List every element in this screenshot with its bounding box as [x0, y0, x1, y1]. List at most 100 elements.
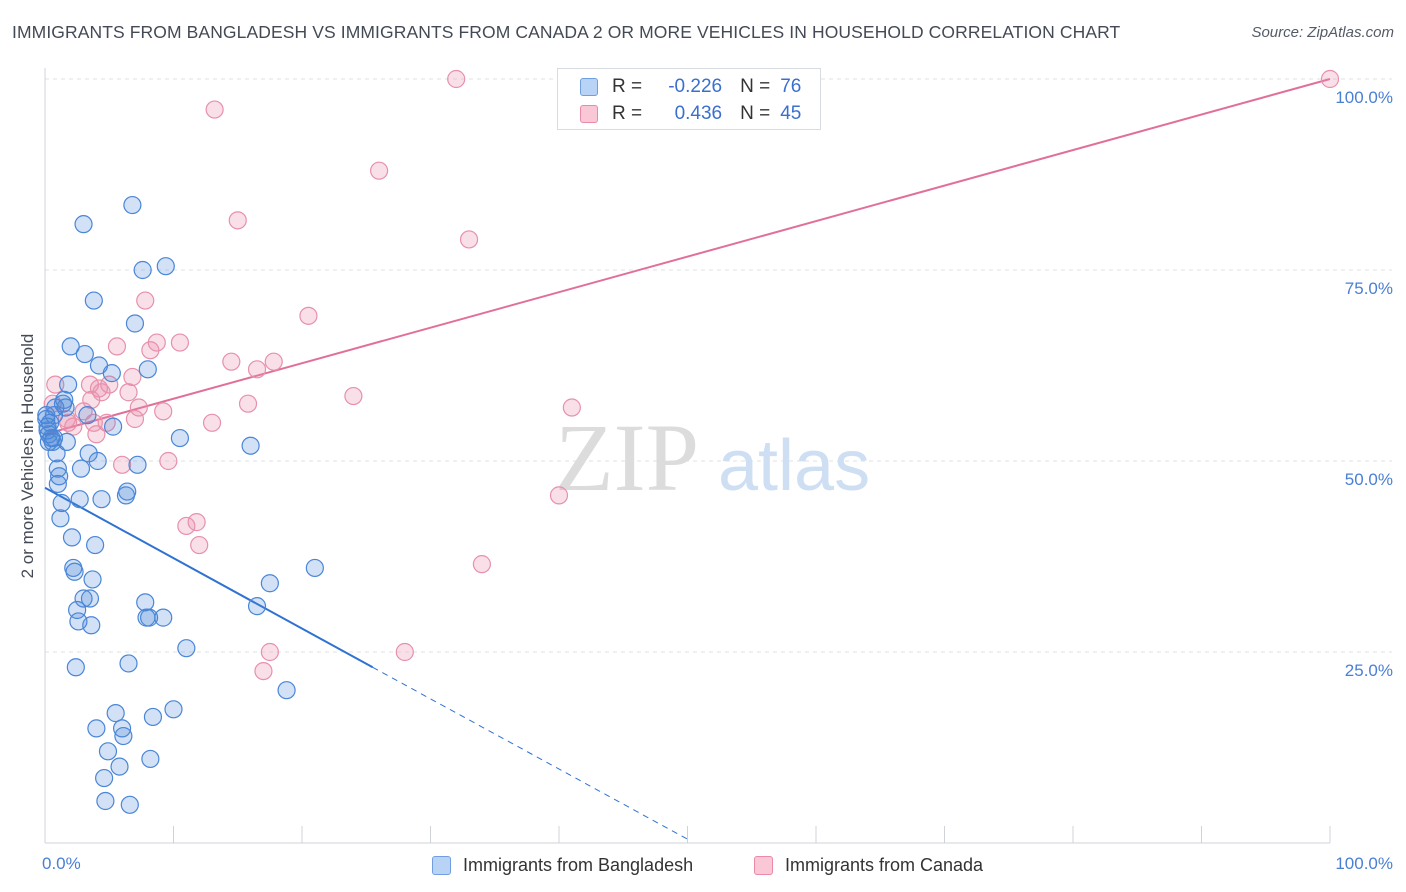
point-bangladesh [102, 364, 121, 383]
chart-title: IMMIGRANTS FROM BANGLADESH VS IMMIGRANTS… [12, 22, 1121, 42]
point-bangladesh [156, 257, 175, 276]
point-bangladesh [123, 195, 142, 215]
point-bangladesh [305, 558, 324, 578]
point-bangladesh [128, 455, 147, 474]
point-bangladesh [51, 509, 70, 528]
point-canada [46, 375, 65, 394]
point-canada [64, 417, 83, 436]
point-bangladesh [118, 482, 137, 501]
point-bangladesh [119, 654, 138, 673]
trend-lines [44, 78, 1331, 840]
point-bangladesh [92, 490, 111, 509]
trend-line-canada [44, 78, 1331, 436]
point-canada [112, 455, 132, 474]
point-canada [154, 402, 173, 421]
grid-lines [45, 78, 1392, 653]
point-canada [187, 513, 206, 532]
point-bangladesh [120, 795, 139, 814]
point-canada [447, 69, 466, 89]
point-canada [205, 100, 224, 119]
legend-row-canada: R = 0.436 N = 45 [580, 101, 801, 127]
legend-row-bangladesh: R = -0.226 N = 76 [580, 74, 801, 100]
point-bangladesh [112, 719, 132, 738]
point-canada [260, 642, 279, 662]
legend-n-value: 76 [780, 76, 802, 97]
x-tick-label: 100.0% [1335, 854, 1393, 873]
point-bangladesh [74, 589, 93, 608]
point-bangladesh [110, 757, 129, 776]
point-bangladesh [48, 459, 67, 478]
point-canada [222, 352, 241, 371]
point-bangladesh [96, 791, 115, 811]
point-bangladesh [177, 639, 196, 658]
point-bangladesh [138, 360, 157, 379]
point-bangladesh [106, 704, 125, 723]
legend-n-label: N = [740, 76, 771, 97]
point-canada [92, 383, 111, 402]
point-canada [549, 486, 569, 505]
point-bangladesh [75, 344, 94, 364]
x-tick-label: 0.0% [42, 854, 81, 873]
point-bangladesh [84, 291, 103, 310]
point-bangladesh [55, 390, 74, 409]
point-bangladesh [104, 417, 123, 436]
point-canada [84, 413, 103, 432]
point-bangladesh [247, 597, 267, 616]
point-bangladesh [47, 444, 66, 463]
legend-r-value: -0.226 [668, 76, 723, 97]
point-bangladesh [141, 749, 160, 769]
legend-r-label: R = [612, 103, 643, 124]
legend-r-label: R = [612, 76, 643, 97]
legend-n-label: N = [740, 103, 771, 124]
point-canada [472, 555, 491, 574]
point-bangladesh [78, 406, 97, 425]
point-bangladesh [139, 608, 159, 627]
series-name-canada: Immigrants from Canada [785, 854, 984, 875]
series-name-bangladesh: Immigrants from Bangladesh [463, 854, 694, 875]
point-canada [562, 398, 581, 417]
point-bangladesh [83, 570, 102, 589]
point-canada [202, 413, 222, 432]
series-swatch-canada [754, 855, 773, 875]
point-canada [1320, 69, 1340, 89]
point-canada [238, 394, 258, 413]
point-bangladesh [143, 707, 163, 727]
trend-line-bangladesh [44, 486, 374, 669]
point-canada [264, 352, 283, 371]
legend-r-value: 0.436 [674, 103, 723, 124]
series-swatch-bangladesh [432, 855, 451, 875]
point-canada [119, 383, 138, 402]
point-bangladesh [136, 593, 155, 612]
correlation-legend: R = -0.226 N = 76 R = 0.436 N = 45 [557, 68, 821, 130]
point-bangladesh [82, 616, 101, 635]
axes [44, 68, 1331, 844]
point-bangladesh [133, 260, 152, 280]
point-canada [228, 211, 247, 230]
point-bangladesh [74, 215, 93, 234]
point-bangladesh [56, 398, 75, 417]
watermark-atlas: atlas [718, 426, 870, 506]
point-canada [254, 661, 273, 681]
point-canada [147, 333, 166, 352]
point-bangladesh [277, 681, 296, 700]
x-tick-labels: 0.0% 100.0% [42, 854, 1393, 873]
point-bangladesh [70, 490, 89, 509]
point-canada [370, 161, 389, 180]
series-legend-canada: Immigrants from Canada [754, 852, 983, 878]
point-bangladesh [48, 474, 67, 494]
point-bangladesh [88, 451, 107, 471]
point-bangladesh [59, 375, 78, 394]
point-canada [100, 375, 119, 394]
point-canada [123, 367, 142, 387]
source-credit: Source: ZipAtlas.com [1251, 24, 1394, 41]
point-canada [344, 386, 363, 406]
point-bangladesh [98, 742, 118, 761]
legend-n-value: 45 [780, 103, 802, 124]
point-bangladesh [65, 562, 84, 581]
point-canada [459, 230, 479, 249]
point-canada [136, 291, 155, 310]
y-tick-label: 100.0% [1335, 88, 1393, 107]
point-canada [159, 451, 178, 471]
trend-line-bangladesh-extension [372, 666, 688, 840]
